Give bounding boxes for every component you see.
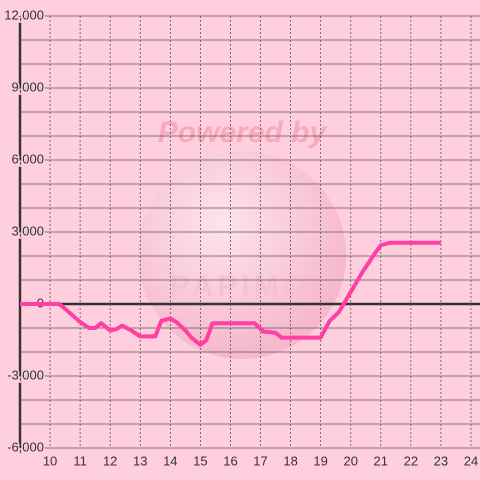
x-tick-label: 23 xyxy=(434,453,448,468)
x-tick-label: 18 xyxy=(283,453,297,468)
watermark: PAPIMO xyxy=(170,270,310,303)
y-tick-label: -6,000 xyxy=(7,439,44,454)
x-tick-label: 15 xyxy=(193,453,207,468)
y-tick-label: 6,000 xyxy=(11,151,44,166)
x-tick-label: 19 xyxy=(313,453,327,468)
x-tick-label: 20 xyxy=(343,453,357,468)
x-tick-label: 13 xyxy=(133,453,147,468)
x-tick-label: 22 xyxy=(404,453,418,468)
x-tick-label: 21 xyxy=(374,453,388,468)
x-tick-label: 17 xyxy=(253,453,267,468)
x-tick-label: 11 xyxy=(73,453,87,468)
x-tick-label: 12 xyxy=(103,453,117,468)
x-tick-label: 10 xyxy=(43,453,57,468)
x-tick-label: 14 xyxy=(163,453,177,468)
x-tick-label: 24 xyxy=(464,453,478,468)
data-line xyxy=(20,240,441,347)
watermark: Powered by xyxy=(158,116,328,149)
y-tick-label: 12,000 xyxy=(4,7,44,22)
x-tick-label: 16 xyxy=(223,453,237,468)
watermark-sphere xyxy=(138,151,346,359)
y-tick-label: -3,000 xyxy=(7,367,44,382)
y-tick-label: 9,000 xyxy=(11,79,44,94)
y-tick-label: 3,000 xyxy=(11,223,44,238)
